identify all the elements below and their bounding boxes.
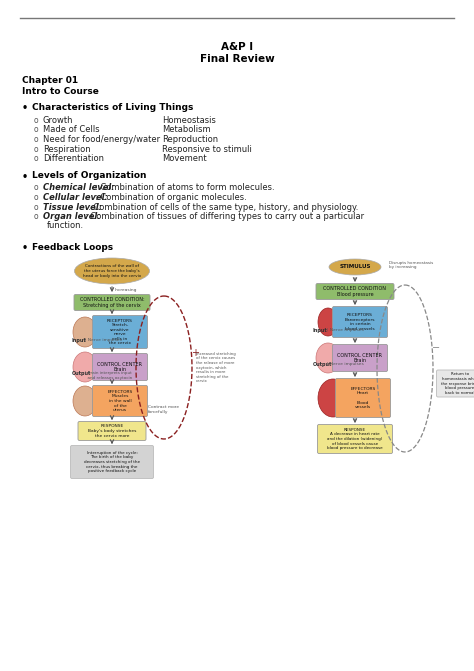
Text: | Brain interprets input
  and releases oxytocin: | Brain interprets input and releases ox… — [85, 371, 132, 380]
Text: Contractions of the wall of
the uterus force the baby's
head or body into the ce: Contractions of the wall of the uterus f… — [83, 264, 141, 278]
Text: Movement: Movement — [162, 154, 207, 163]
Text: RESPONSE
A decrease in heart rate
and the dilation (widening)
of blood vessels c: RESPONSE A decrease in heart rate and th… — [327, 428, 383, 450]
Text: Chapter 01: Chapter 01 — [22, 76, 78, 85]
Text: +: + — [191, 348, 199, 358]
Text: o: o — [34, 212, 38, 221]
Text: Input: Input — [313, 328, 328, 333]
FancyBboxPatch shape — [332, 307, 388, 338]
Text: Characteristics of Living Things: Characteristics of Living Things — [32, 103, 193, 112]
Text: o: o — [34, 116, 38, 125]
FancyBboxPatch shape — [71, 446, 154, 478]
Text: Input: Input — [72, 338, 87, 343]
FancyBboxPatch shape — [332, 344, 388, 372]
FancyBboxPatch shape — [74, 295, 150, 311]
Text: o: o — [34, 203, 38, 211]
Text: RESPONSE
Baby's body stretches
the cervix more: RESPONSE Baby's body stretches the cervi… — [88, 424, 136, 437]
FancyBboxPatch shape — [78, 421, 146, 440]
Text: CONTROL CENTER
Brain: CONTROL CENTER Brain — [98, 362, 143, 372]
Text: Cellular level:: Cellular level: — [43, 193, 108, 202]
Text: CONTROLLED CONDITION:
Stretching of the cervix: CONTROLLED CONDITION: Stretching of the … — [80, 297, 144, 308]
Text: | Nerve impulses: | Nerve impulses — [327, 362, 364, 366]
Text: | Nerve impulses: | Nerve impulses — [85, 338, 122, 342]
FancyBboxPatch shape — [318, 425, 392, 454]
Text: Output: Output — [313, 362, 332, 367]
Text: o: o — [34, 125, 38, 134]
Text: Increased stretching
of the cervix causes
the release of more
oxytocin, which
re: Increased stretching of the cervix cause… — [196, 352, 236, 383]
Text: Increasing: Increasing — [115, 288, 137, 292]
Text: Output: Output — [72, 371, 91, 376]
Text: : Combination of cells of the same type, history, and physiology.: : Combination of cells of the same type,… — [89, 203, 359, 211]
FancyBboxPatch shape — [336, 378, 391, 417]
Text: Differentiation: Differentiation — [43, 154, 104, 163]
Text: Chemical level:: Chemical level: — [43, 183, 115, 193]
Text: STIMULUS: STIMULUS — [339, 264, 371, 270]
Text: CONTROL CENTER
Brain: CONTROL CENTER Brain — [337, 352, 383, 364]
Text: Metabolism: Metabolism — [162, 125, 210, 134]
FancyBboxPatch shape — [92, 386, 147, 417]
Text: o: o — [34, 183, 38, 193]
Text: : Combination of atoms to form molecules.: : Combination of atoms to form molecules… — [95, 183, 275, 193]
Text: EFFECTORS
Heart

Blood
vessels: EFFECTORS Heart Blood vessels — [350, 386, 375, 409]
FancyBboxPatch shape — [92, 315, 147, 348]
Text: Homeostasis: Homeostasis — [162, 116, 216, 125]
Text: •: • — [22, 243, 28, 253]
Ellipse shape — [73, 386, 97, 416]
FancyBboxPatch shape — [316, 284, 394, 299]
Ellipse shape — [74, 258, 149, 284]
Ellipse shape — [329, 259, 381, 275]
Text: Made of Cells: Made of Cells — [43, 125, 100, 134]
Text: function.: function. — [47, 221, 84, 231]
Text: •: • — [22, 172, 28, 181]
Ellipse shape — [318, 379, 348, 417]
Ellipse shape — [73, 317, 97, 347]
Text: −: − — [432, 344, 440, 354]
Text: •: • — [22, 103, 28, 113]
Text: RECEPTORS
Stretch-
sensitive
nerve
cells in
the cervix: RECEPTORS Stretch- sensitive nerve cells… — [107, 319, 133, 346]
Text: Responsive to stimuli: Responsive to stimuli — [162, 144, 252, 154]
Text: CONTROLLED CONDITION
Blood pressure: CONTROLLED CONDITION Blood pressure — [323, 286, 386, 297]
Text: Growth: Growth — [43, 116, 73, 125]
Text: Disrupts homeostasis
by increasing: Disrupts homeostasis by increasing — [389, 261, 433, 269]
Text: Feedback Loops: Feedback Loops — [32, 243, 113, 252]
FancyBboxPatch shape — [437, 370, 474, 397]
Text: Interruption of the cycle:
The birth of the baby
decreases stretching of the
cer: Interruption of the cycle: The birth of … — [84, 451, 140, 473]
Text: Tissue level:: Tissue level: — [43, 203, 102, 211]
Text: : Combination of tissues of differing types to carry out a particular: : Combination of tissues of differing ty… — [85, 212, 364, 221]
Text: o: o — [34, 144, 38, 154]
Text: o: o — [34, 135, 38, 144]
Text: Return to
homeostasis when
the response brings
blood pressure
back to normal: Return to homeostasis when the response … — [440, 372, 474, 395]
Text: Respiration: Respiration — [43, 144, 91, 154]
FancyBboxPatch shape — [92, 354, 147, 380]
Ellipse shape — [73, 352, 97, 382]
Text: : Combination of organic molecules.: : Combination of organic molecules. — [95, 193, 247, 202]
Text: Reproduction: Reproduction — [162, 135, 218, 144]
Text: o: o — [34, 154, 38, 163]
Text: Final Review: Final Review — [200, 54, 274, 64]
Text: EFFECTORS
Muscles
in the wall
of the
uterus: EFFECTORS Muscles in the wall of the ute… — [108, 390, 133, 412]
Text: | Nerve impulses: | Nerve impulses — [327, 328, 364, 332]
Text: RECEPTORS
Baroreceptors
in certain
blood vessels: RECEPTORS Baroreceptors in certain blood… — [345, 313, 375, 331]
Ellipse shape — [316, 343, 340, 373]
Text: o: o — [34, 193, 38, 202]
Text: Contract more
forcefully: Contract more forcefully — [148, 405, 179, 413]
Text: Levels of Organization: Levels of Organization — [32, 172, 146, 180]
Ellipse shape — [318, 308, 338, 336]
Text: A&P I: A&P I — [221, 42, 253, 52]
Text: Organ level:: Organ level: — [43, 212, 100, 221]
Text: Intro to Course: Intro to Course — [22, 87, 99, 96]
Text: Need for food/energy/water: Need for food/energy/water — [43, 135, 160, 144]
